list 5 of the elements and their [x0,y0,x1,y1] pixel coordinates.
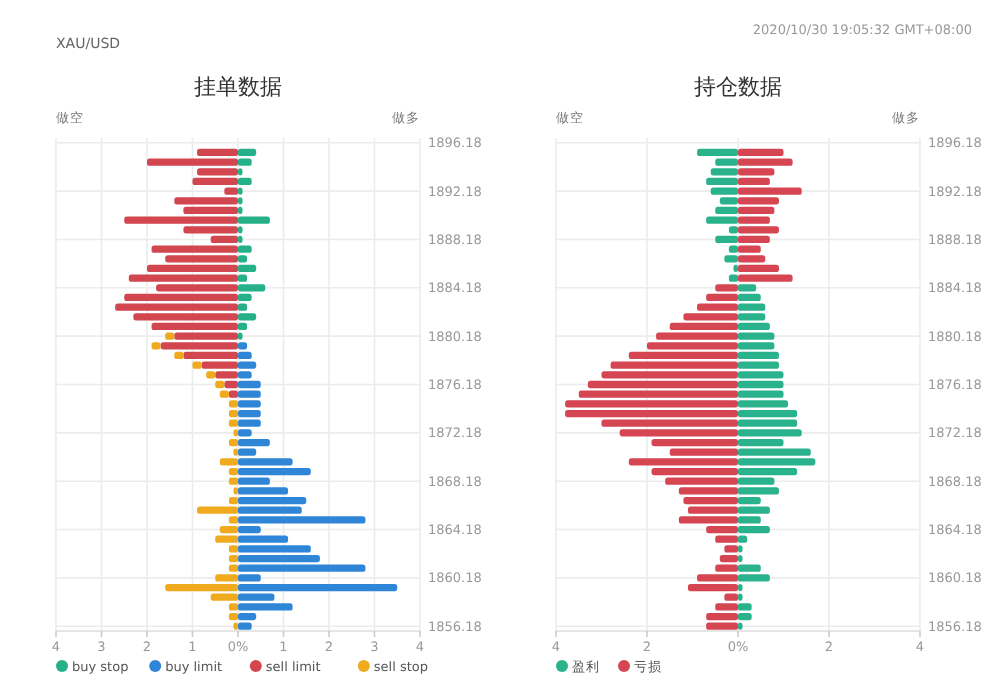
bar [174,351,184,360]
chart-title: 挂单数据 [194,74,282,100]
chart-title: 持仓数据 [694,74,782,100]
bar [165,332,175,340]
bar [206,371,216,379]
